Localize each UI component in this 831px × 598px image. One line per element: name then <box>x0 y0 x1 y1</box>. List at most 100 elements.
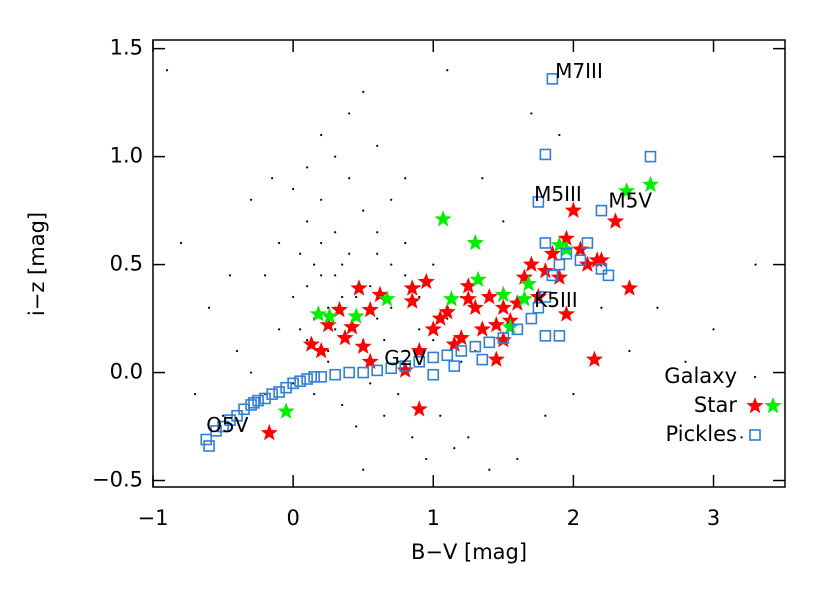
star-point <box>431 309 449 326</box>
pickles-point <box>539 237 552 249</box>
galaxy-point <box>320 274 323 277</box>
star-point <box>515 268 533 285</box>
pickles-point <box>308 371 320 383</box>
pickles-point <box>357 366 369 379</box>
star-point <box>459 277 477 294</box>
star-point <box>403 279 421 296</box>
galaxy-point <box>341 263 344 266</box>
star-point <box>494 331 512 348</box>
galaxy-point <box>418 295 421 299</box>
star-point <box>529 288 547 305</box>
star-point <box>571 240 589 257</box>
galaxy-point <box>544 414 547 417</box>
galaxy-point <box>299 328 302 331</box>
star-point <box>466 298 484 315</box>
pickles-point <box>200 433 213 446</box>
galaxy-point <box>306 220 309 223</box>
galaxy-point <box>348 252 351 255</box>
galaxy-point <box>334 328 337 331</box>
star-point <box>508 294 526 311</box>
galaxy-point <box>684 360 687 363</box>
star-point <box>319 316 337 333</box>
pickles-point <box>343 366 355 379</box>
galaxy-point <box>292 187 295 191</box>
galaxy-point <box>271 177 274 180</box>
pickles-point <box>532 196 545 208</box>
galaxy-point <box>418 328 421 331</box>
pickles-point <box>469 340 482 353</box>
galaxy-point <box>712 328 715 331</box>
galaxy-point <box>628 349 631 353</box>
pickles-point <box>329 368 341 381</box>
galaxy-point <box>249 198 253 201</box>
galaxy-point <box>327 360 330 363</box>
galaxy-point <box>390 306 393 309</box>
galaxy-point <box>376 231 379 234</box>
galaxy-point <box>740 436 743 439</box>
galaxy-point <box>341 295 344 299</box>
galaxy-point <box>754 263 757 266</box>
galaxy-point <box>264 274 267 277</box>
pickles-point <box>294 375 306 387</box>
annotation: O5V <box>206 413 248 437</box>
star-point <box>347 307 365 324</box>
star-point <box>371 285 389 303</box>
star-point <box>354 337 372 354</box>
x-tick-label: 3 <box>707 506 720 530</box>
galaxy-point <box>193 393 197 396</box>
x-tick-label: 2 <box>567 506 580 530</box>
pickles-point <box>532 301 545 314</box>
star-point <box>543 244 561 262</box>
star-point <box>550 236 568 253</box>
pickles-point <box>399 360 412 372</box>
galaxy-point <box>376 317 379 320</box>
galaxy-point <box>488 468 491 471</box>
galaxy-point <box>376 144 379 147</box>
pickles-point <box>595 263 608 275</box>
galaxy-point <box>299 252 302 255</box>
pickles-point <box>581 237 594 249</box>
x-tick-label: 1 <box>427 506 440 530</box>
star-point <box>336 329 354 346</box>
y-axis-label: i−z [mag] <box>25 212 49 316</box>
galaxy-point <box>411 436 414 439</box>
galaxy-point <box>404 177 407 180</box>
galaxy-point <box>334 231 337 234</box>
galaxy-point <box>467 436 470 439</box>
star-point <box>520 275 538 292</box>
star-point <box>459 290 477 307</box>
galaxy-point <box>249 371 253 374</box>
star-point <box>410 342 428 359</box>
galaxy-point <box>348 112 351 115</box>
legend-label: Pickles <box>666 422 737 446</box>
star-point <box>309 305 327 322</box>
galaxy-point <box>327 349 330 353</box>
pickles-point <box>644 150 657 163</box>
star-point <box>445 335 463 352</box>
star-point <box>424 320 442 337</box>
star-point <box>487 350 505 367</box>
galaxy-point <box>313 393 316 396</box>
star-point <box>403 292 421 309</box>
star-point <box>312 342 330 359</box>
pickles-point <box>539 291 552 303</box>
galaxy-point <box>355 425 358 428</box>
star-point <box>480 288 498 305</box>
galaxy-point <box>516 457 519 461</box>
galaxy-point <box>460 360 463 363</box>
galaxy-point <box>320 241 323 245</box>
star-point <box>606 212 624 229</box>
star-point <box>494 285 512 303</box>
star-point <box>473 320 491 337</box>
galaxy-point <box>306 339 309 342</box>
star-point <box>585 350 603 367</box>
galaxy-point <box>656 306 659 309</box>
galaxy-point <box>369 285 372 288</box>
annotation: M5III <box>534 182 582 206</box>
star-point <box>564 201 582 218</box>
galaxy-point <box>369 382 372 385</box>
galaxy-point <box>502 220 505 223</box>
galaxy-point <box>446 317 449 320</box>
pickles-point <box>595 204 608 217</box>
galaxy-point <box>334 274 337 277</box>
